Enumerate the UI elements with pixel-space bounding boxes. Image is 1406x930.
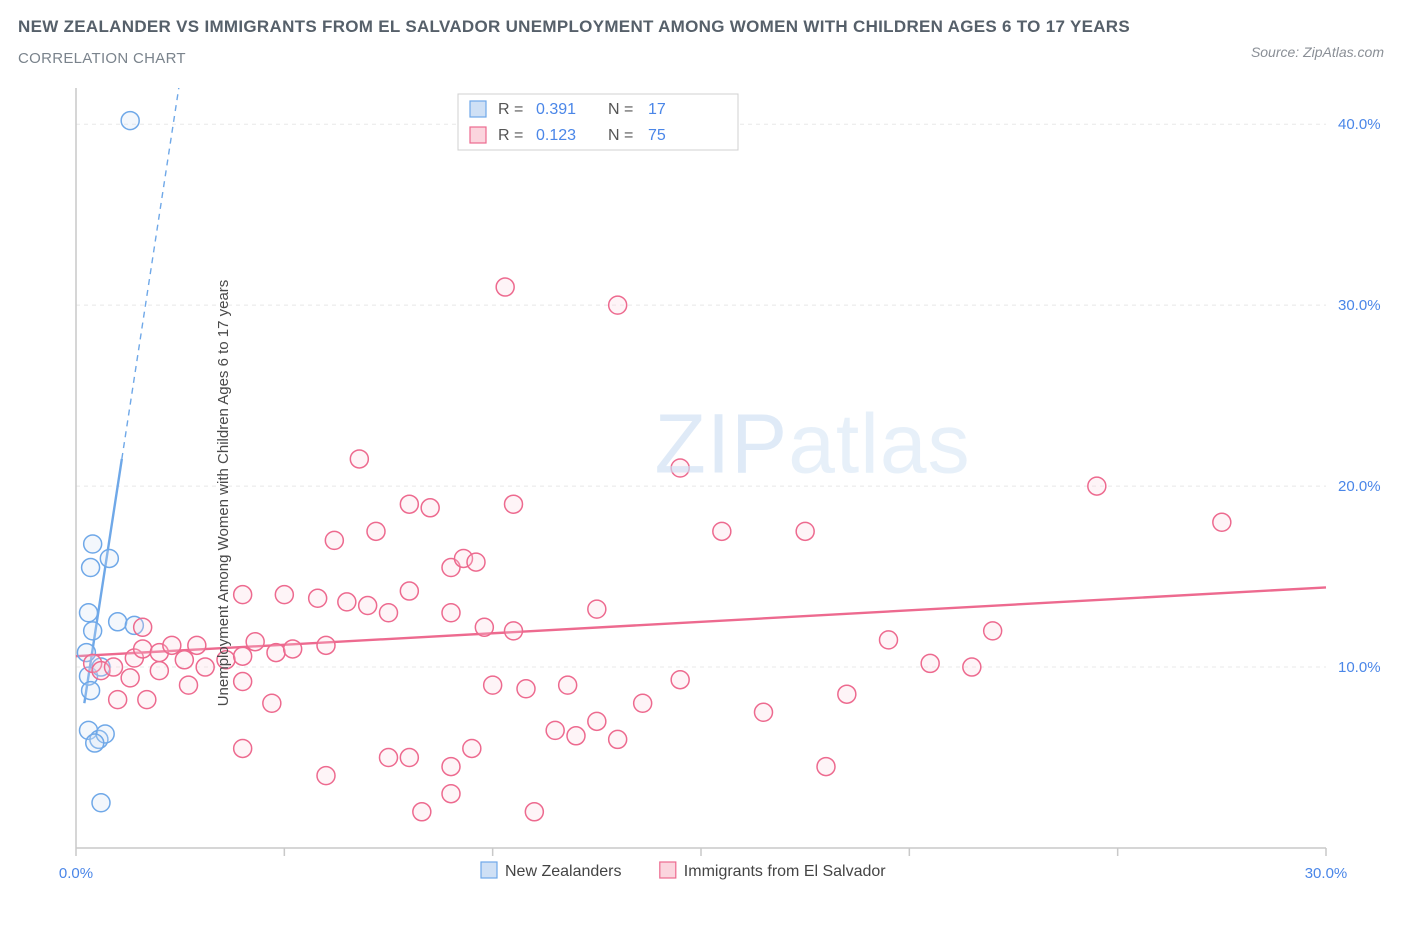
svg-text:10.0%: 10.0% bbox=[1338, 659, 1381, 676]
page-title: NEW ZEALANDER VS IMMIGRANTS FROM EL SALV… bbox=[18, 14, 1388, 40]
svg-text:R =: R = bbox=[498, 101, 523, 118]
svg-text:0.391: 0.391 bbox=[536, 101, 576, 118]
svg-text:0.123: 0.123 bbox=[536, 127, 576, 144]
svg-text:New Zealanders: New Zealanders bbox=[505, 863, 622, 880]
svg-text:30.0%: 30.0% bbox=[1305, 865, 1348, 882]
chart-container: Unemployment Among Women with Children A… bbox=[18, 88, 1388, 898]
svg-text:17: 17 bbox=[648, 101, 666, 118]
svg-text:0.0%: 0.0% bbox=[59, 865, 93, 882]
svg-text:N =: N = bbox=[608, 101, 633, 118]
svg-text:N =: N = bbox=[608, 127, 633, 144]
y-axis-label: Unemployment Among Women with Children A… bbox=[215, 280, 232, 707]
svg-text:30.0%: 30.0% bbox=[1338, 297, 1381, 314]
svg-text:Immigrants from El Salvador: Immigrants from El Salvador bbox=[684, 863, 887, 880]
svg-text:R =: R = bbox=[498, 127, 523, 144]
svg-text:20.0%: 20.0% bbox=[1338, 478, 1381, 495]
page-subtitle: CORRELATION CHART bbox=[18, 50, 1388, 67]
svg-text:75: 75 bbox=[648, 127, 666, 144]
svg-text:40.0%: 40.0% bbox=[1338, 116, 1381, 133]
source-label: Source: ZipAtlas.com bbox=[1251, 44, 1384, 60]
